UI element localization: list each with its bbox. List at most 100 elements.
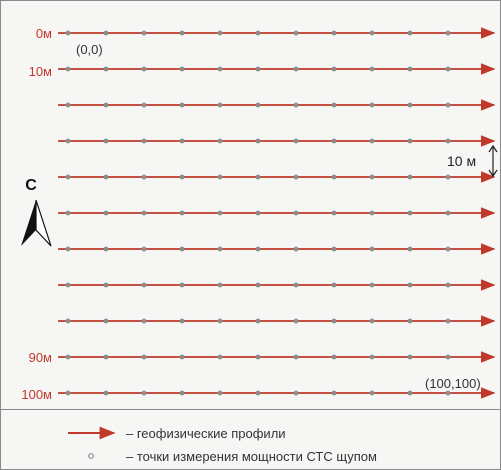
measurement-point [407,282,413,288]
measurement-point [103,30,109,36]
measurement-point [407,66,413,72]
measurement-point [65,174,71,180]
measurement-point [217,318,223,324]
measurement-point [179,174,185,180]
measurement-point [331,282,337,288]
measurement-point [141,390,147,396]
measurement-point [65,138,71,144]
measurement-point [141,246,147,252]
measurement-point [217,174,223,180]
measurement-point [331,66,337,72]
measurement-point [179,30,185,36]
measurement-point [141,318,147,324]
measurement-point [255,66,261,72]
profile-3 [58,135,496,147]
spacing-label: 10 м [447,153,476,169]
profile-label-100m: 100м [21,387,52,402]
measurement-point [179,390,185,396]
measurement-point [445,354,451,360]
measurement-point [103,174,109,180]
measurement-point [255,390,261,396]
measurement-point [179,246,185,252]
origin-coordinate: (0,0) [76,42,103,57]
measurement-point [179,102,185,108]
legend-divider [0,409,501,410]
measurement-point [293,354,299,360]
measurement-point [293,390,299,396]
measurement-point [293,246,299,252]
measurement-point [255,246,261,252]
measurement-point [293,30,299,36]
measurement-point [103,246,109,252]
measurement-point [407,210,413,216]
legend: – геофизические профили – точки измерени… [68,426,377,464]
measurement-point [217,30,223,36]
measurement-point [407,354,413,360]
measurement-point [103,354,109,360]
profile-7 [58,279,496,291]
measurement-point [179,210,185,216]
measurement-point [445,30,451,36]
measurement-point [65,102,71,108]
measurement-point [445,174,451,180]
measurement-point [65,30,71,36]
measurement-point [141,174,147,180]
measurement-point [331,102,337,108]
profile-9 [58,351,496,363]
measurement-point [293,66,299,72]
measurement-point [103,282,109,288]
measurement-point [179,354,185,360]
geophysical-profiles [58,27,496,399]
measurement-point [407,138,413,144]
measurement-point [293,210,299,216]
north-arrow-icon: С [21,177,52,247]
profile-10 [58,387,496,399]
measurement-point [65,282,71,288]
measurement-point [65,66,71,72]
measurement-point [255,138,261,144]
profile-8 [58,315,496,327]
measurement-point [331,390,337,396]
profile-0 [58,27,496,39]
measurement-point [331,210,337,216]
measurement-point [369,318,375,324]
measurement-point [217,354,223,360]
measurement-point [141,102,147,108]
measurement-point [445,138,451,144]
measurement-point [293,318,299,324]
measurement-point [369,210,375,216]
measurement-point [445,210,451,216]
measurement-point [255,354,261,360]
measurement-point [103,210,109,216]
profile-label-90m: 90м [29,350,52,365]
measurement-point [255,102,261,108]
legend-points-text: – точки измерения мощности СТС щупом [126,449,377,464]
measurement-point [369,390,375,396]
profile-label-0m: 0м [36,26,52,41]
measurement-point [369,138,375,144]
measurement-point [217,390,223,396]
north-label: С [25,177,37,194]
measurement-point [141,138,147,144]
measurement-point [407,102,413,108]
measurement-point [407,390,413,396]
measurement-point [141,66,147,72]
measurement-point [445,318,451,324]
measurement-point [293,138,299,144]
measurement-point [369,102,375,108]
measurement-point [407,30,413,36]
profile-1 [58,63,496,75]
measurement-point [217,210,223,216]
measurement-point [293,102,299,108]
measurement-point [331,30,337,36]
measurement-point [217,246,223,252]
measurement-point [369,66,375,72]
measurement-point [407,318,413,324]
measurement-point [255,210,261,216]
measurement-point [445,390,451,396]
measurement-point [255,174,261,180]
measurement-point [369,30,375,36]
measurement-point [407,246,413,252]
